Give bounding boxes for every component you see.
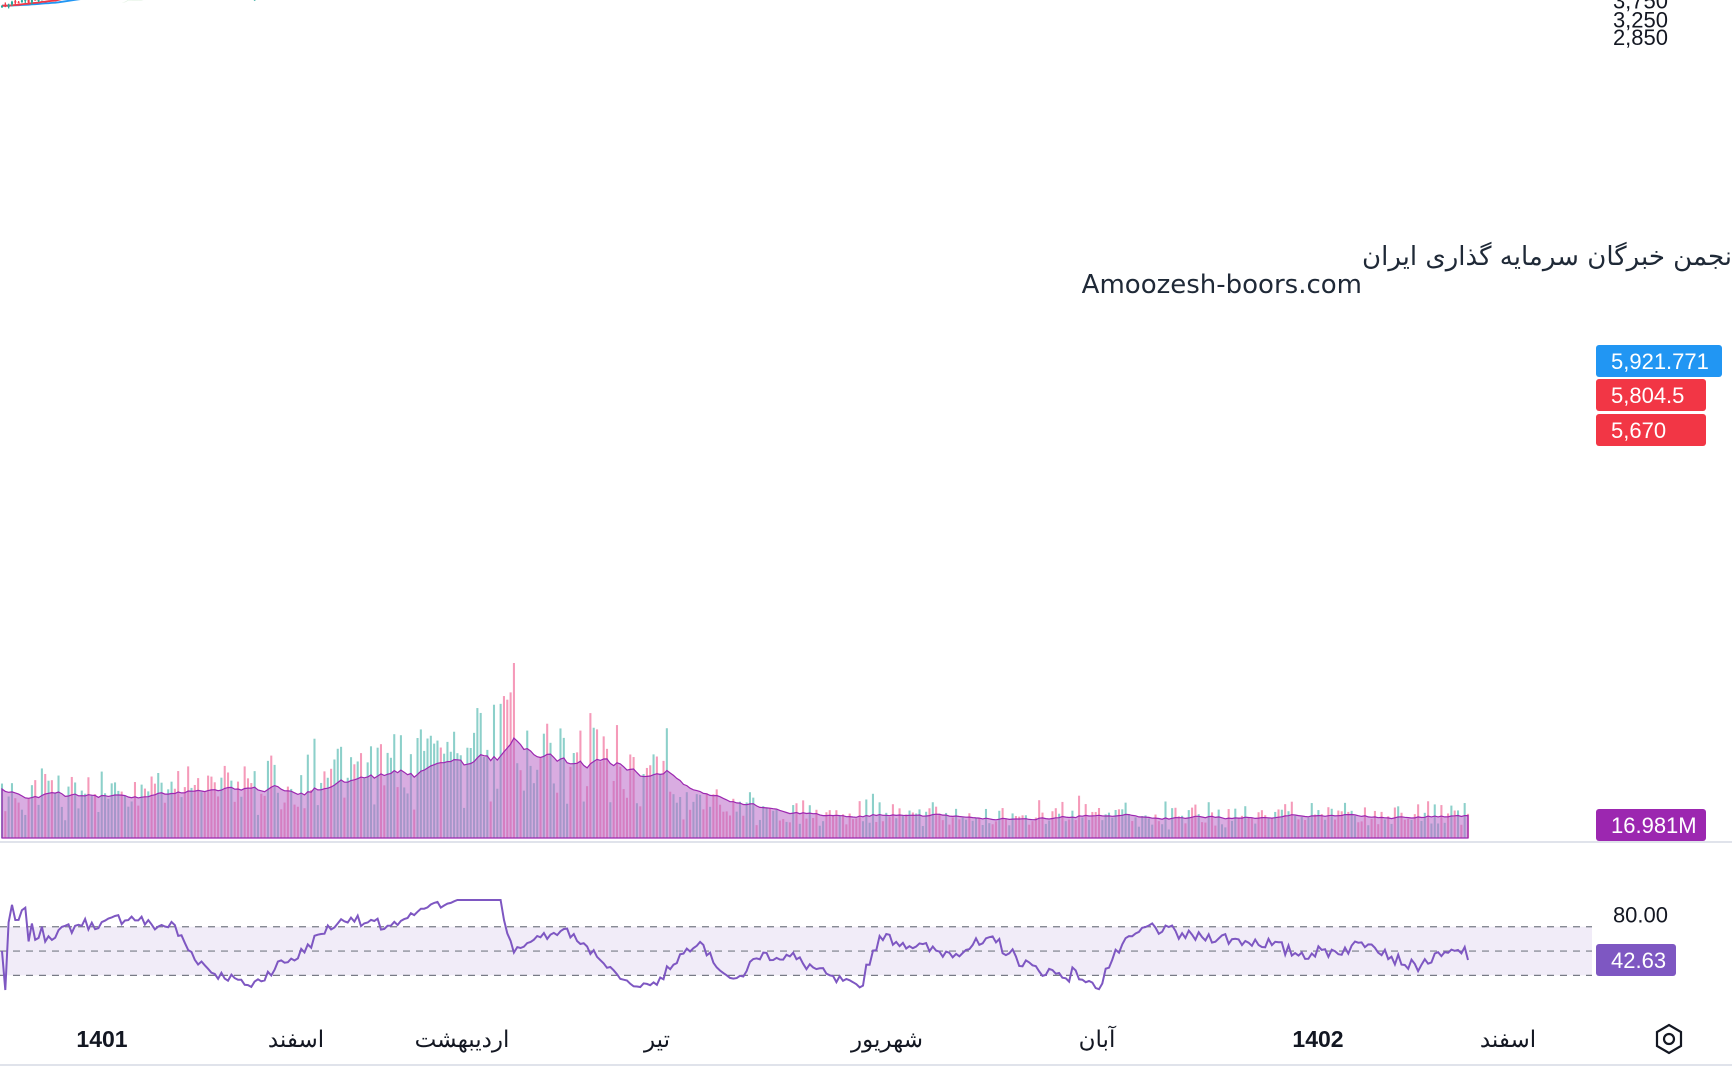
candle-body (4, 4, 7, 7)
time-label: آبان (1079, 1025, 1117, 1052)
time-label: اسفند (268, 1026, 324, 1052)
rsi-line (1, 899, 1469, 991)
candle (7, 3, 10, 9)
watermark-title: انجمن خبرگان سرمایه گذاری ایران (1362, 241, 1732, 272)
candle (14, 0, 17, 5)
ichimoku-cloud (88, 0, 144, 7)
candle (27, 0, 30, 5)
last-price-tag: 5,670 (1596, 414, 1706, 446)
candle-body (7, 4, 10, 7)
cloud-segment (128, 0, 132, 1)
cloud-segment (95, 4, 99, 6)
candle-body (34, 0, 37, 1)
candle-body (30, 0, 33, 3)
cloud-segment (121, 1, 125, 3)
time-label: 1401 (76, 1026, 127, 1052)
ma-blue-tag-text: 5,921.771 (1611, 349, 1709, 374)
candle-body (0, 5, 4, 8)
time-label: اسفند (1480, 1026, 1536, 1052)
volume-tag-box (1596, 809, 1706, 841)
last-price-tag-box (1596, 414, 1706, 446)
candle (0, 5, 4, 8)
candle-body (27, 0, 30, 3)
candle (37, 0, 40, 3)
candle (17, 1, 20, 4)
rsi-value-tag-box (1596, 944, 1676, 977)
candle (30, 0, 33, 5)
ma-blue-tag: 5,921.771 (1596, 345, 1722, 377)
candle-body (10, 1, 14, 5)
ma-slow-line (2, 0, 81, 7)
ma-fast-line (2, 0, 62, 7)
candle (24, 0, 27, 3)
volume-pane (0, 663, 1470, 839)
time-axis[interactable]: 1401 اسفند اردیبهشت تیر شهریور آبان 1402 اسفند (76, 1025, 1536, 1053)
candle-body (20, 0, 23, 2)
ma-red-tag: 5,804.5 (1596, 379, 1706, 411)
cloud-segment (134, 0, 139, 1)
rsi-tick-label: 80.00 (1613, 903, 1668, 928)
ma-red-tag-text: 5,804.5 (1611, 383, 1684, 408)
candle-body (24, 0, 27, 1)
candle-body (37, 0, 40, 2)
last-price-tag-text: 5,670 (1611, 418, 1666, 443)
price-axis[interactable]: 12,00010,0008,5007,3004,9504,3503,7503,2… (1601, 0, 1668, 928)
candles (0, 0, 256, 9)
time-label: تیر (643, 1026, 670, 1053)
gear-icon[interactable] (1655, 1023, 1683, 1055)
candle (253, 0, 256, 1)
price-tick-label: 2,850 (1613, 25, 1668, 50)
cloud-segment (138, 0, 142, 1)
candle (4, 2, 7, 8)
candle-body (17, 2, 20, 4)
cloud-segment (111, 2, 116, 4)
volume-ma-area (1, 737, 1469, 839)
cloud-segment (88, 5, 92, 7)
candle (20, 0, 23, 3)
cloud-segment (141, 0, 144, 1)
time-label: 1402 (1292, 1026, 1343, 1052)
candle (41, 0, 43, 1)
price-tick-label: 3,750 (1613, 0, 1668, 14)
cloud-segment (131, 0, 135, 1)
ma-blue-tag-box (1596, 345, 1722, 377)
cloud-segment (98, 3, 102, 5)
cloud-segment (124, 0, 129, 3)
rsi-value-tag-text: 42.63 (1611, 948, 1666, 973)
rsi-pane[interactable] (0, 899, 1592, 991)
rsi-value-tag: 42.63 (1596, 944, 1676, 977)
price-tick-label: 3,250 (1613, 8, 1668, 33)
candle-body (14, 1, 17, 3)
volume-tag-text: 16.981M (1611, 813, 1697, 838)
price-pane[interactable] (0, 0, 1596, 9)
candle (34, 0, 37, 1)
price-tags: 5,4004,5005,921.7715,804.55,67016.981M42… (1596, 345, 1722, 977)
ma-red-tag-box (1596, 379, 1706, 411)
time-label: اردیبهشت (415, 1026, 510, 1053)
candle (10, 0, 14, 7)
volume-tag: 16.981M (1596, 809, 1706, 841)
watermark-site: Amoozesh-boors.com (1082, 270, 1362, 300)
time-label: شهریور (850, 1026, 923, 1053)
